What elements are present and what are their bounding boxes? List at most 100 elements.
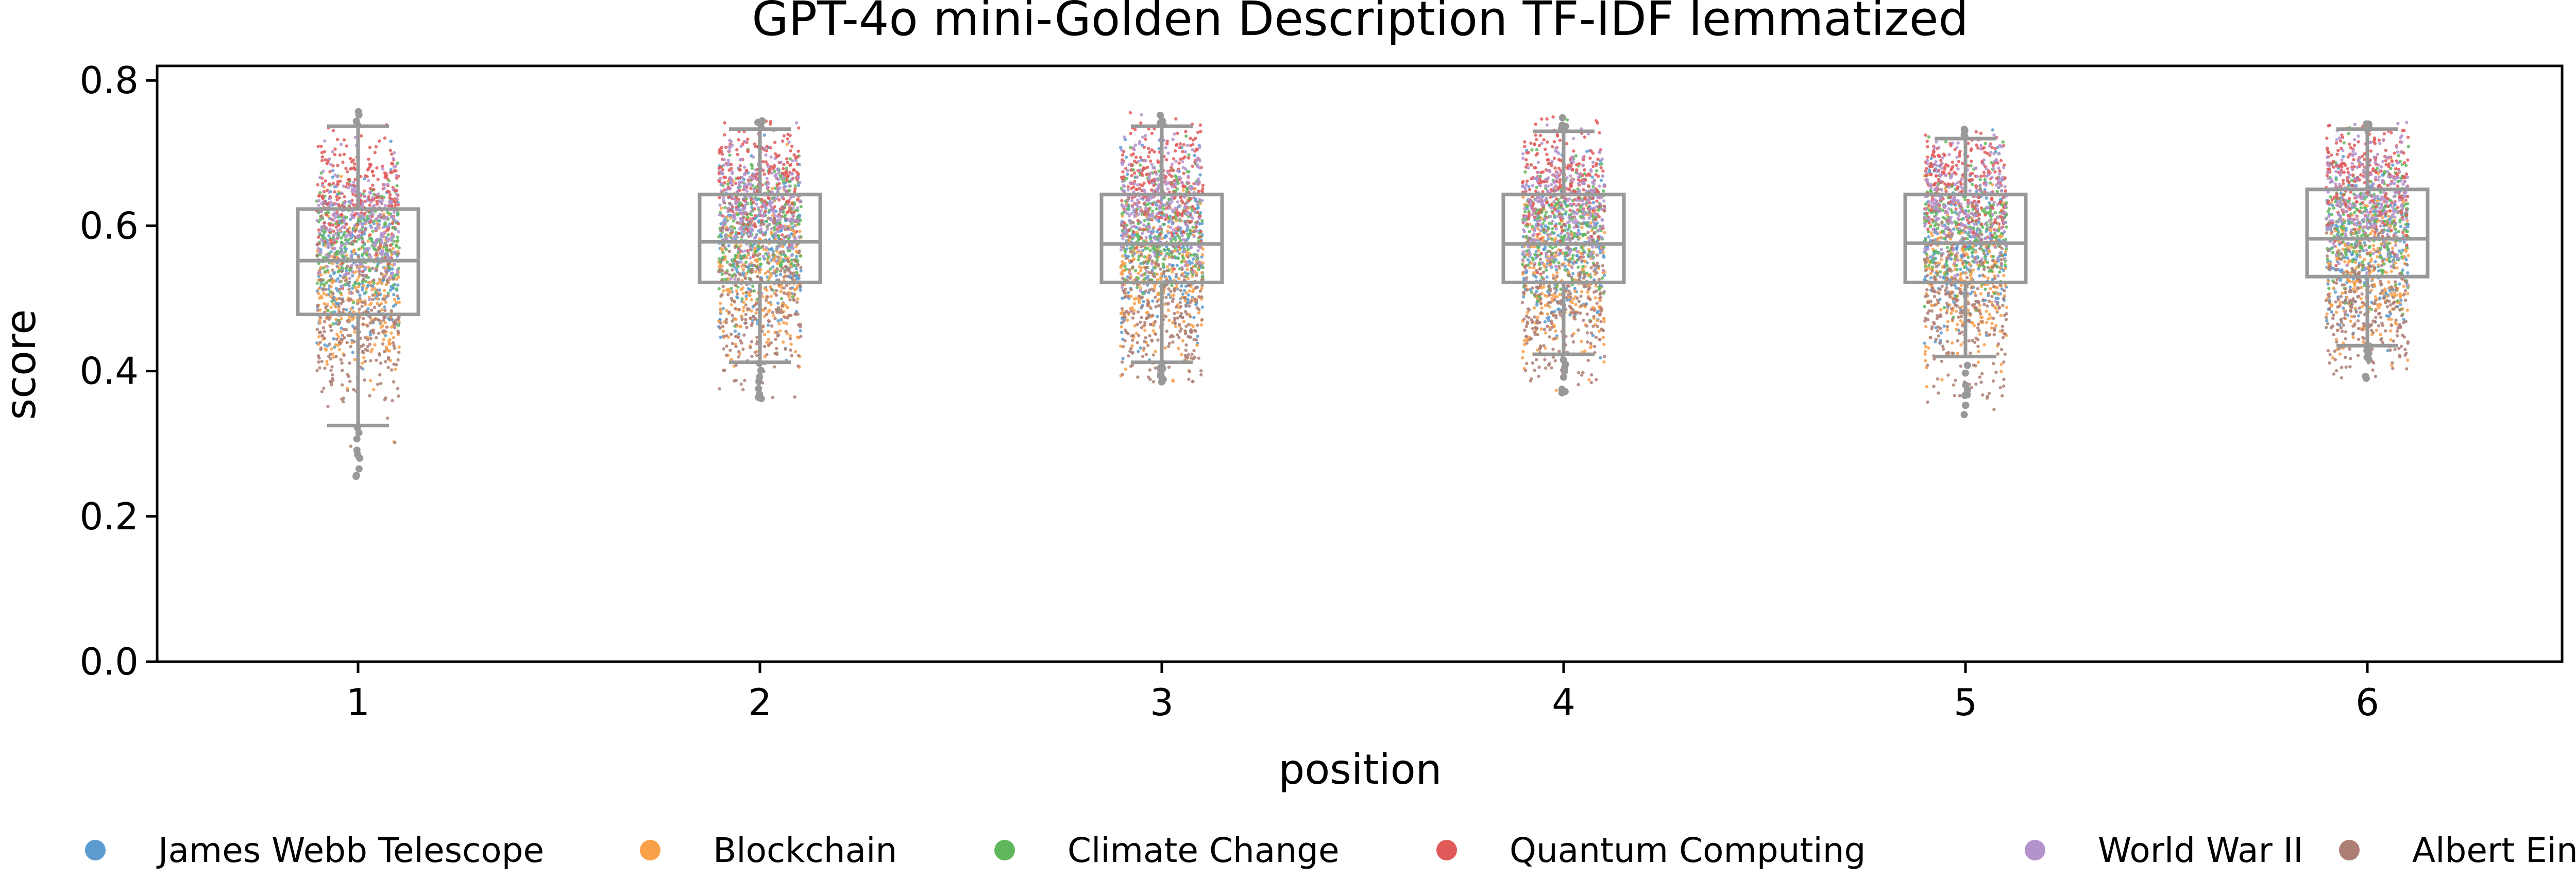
data-point [790, 354, 793, 357]
data-point [1152, 226, 1156, 230]
data-point [385, 416, 389, 420]
data-point [1166, 302, 1171, 305]
data-point [1563, 265, 1567, 268]
data-point [392, 336, 396, 340]
data-point [331, 218, 335, 222]
data-point [764, 153, 768, 157]
data-point [772, 314, 776, 318]
data-point [796, 176, 801, 179]
data-point [346, 264, 349, 268]
data-point [1131, 265, 1135, 269]
data-point [1143, 189, 1147, 194]
data-point [1123, 224, 1127, 228]
data-point [1142, 300, 1145, 303]
data-point [746, 183, 750, 187]
data-point [344, 279, 347, 282]
data-point [1137, 249, 1141, 252]
data-point [330, 377, 334, 381]
data-point [353, 286, 358, 290]
data-point [772, 165, 776, 169]
data-point [334, 355, 338, 358]
data-point [349, 344, 353, 349]
data-point [377, 318, 381, 322]
data-point [1139, 296, 1143, 300]
data-point [327, 204, 331, 208]
data-point [362, 218, 366, 222]
data-point [733, 277, 737, 281]
data-point [1132, 230, 1136, 234]
data-point [754, 311, 758, 315]
data-point [364, 309, 368, 313]
data-point [776, 255, 780, 259]
data-point [316, 308, 320, 312]
data-point [731, 341, 735, 346]
data-point [737, 350, 741, 354]
data-point [397, 351, 401, 354]
data-point [366, 283, 370, 287]
data-point [1184, 303, 1188, 307]
data-point [391, 247, 395, 251]
data-point [721, 330, 725, 333]
data-point [1144, 289, 1148, 293]
data-point [1181, 257, 1185, 261]
data-point [1141, 292, 1145, 296]
data-point [341, 369, 344, 372]
data-point [363, 211, 367, 215]
data-point [1155, 200, 1158, 204]
data-point [1140, 236, 1143, 240]
data-point [382, 215, 386, 218]
data-point [382, 338, 385, 341]
data-point [725, 260, 729, 264]
data-point [1134, 201, 1139, 205]
data-point [1176, 200, 1180, 204]
data-point [345, 341, 349, 344]
data-point [371, 196, 375, 200]
data-point [376, 282, 380, 286]
data-point [341, 383, 344, 387]
data-point [1171, 137, 1175, 141]
data-point [1148, 249, 1152, 253]
data-point [347, 271, 351, 275]
data-point [341, 266, 345, 270]
data-point [340, 361, 344, 365]
data-point [339, 227, 343, 231]
data-point [1142, 223, 1146, 227]
data-point [793, 395, 796, 399]
data-point [1181, 157, 1185, 160]
data-point [1128, 268, 1131, 272]
data-point [790, 217, 793, 220]
data-point [345, 170, 349, 174]
data-point [782, 134, 786, 138]
data-point [355, 278, 359, 282]
data-point [344, 327, 348, 332]
data-point [328, 274, 332, 278]
data-point [782, 340, 785, 344]
data-point [1144, 266, 1147, 270]
data-point [393, 226, 397, 230]
data-point [1155, 172, 1159, 176]
data-point [1180, 212, 1183, 216]
data-point [348, 379, 352, 383]
data-point [384, 270, 388, 274]
data-point [363, 265, 367, 269]
data-point [388, 196, 392, 200]
data-point [1149, 323, 1153, 326]
data-point [357, 255, 360, 259]
data-point [784, 254, 787, 257]
data-point [362, 284, 366, 288]
data-point [1180, 234, 1184, 238]
data-point [727, 244, 731, 248]
data-point [1192, 196, 1196, 200]
data-point [1178, 329, 1182, 333]
data-point [338, 153, 342, 157]
data-point [381, 250, 384, 253]
data-point [396, 239, 400, 243]
data-point [384, 300, 388, 304]
data-point [362, 189, 366, 193]
data-point [1127, 311, 1130, 315]
data-point [1151, 189, 1155, 194]
data-point [326, 405, 330, 408]
data-point [357, 247, 361, 251]
data-point [1164, 203, 1167, 207]
data-point [335, 137, 340, 142]
